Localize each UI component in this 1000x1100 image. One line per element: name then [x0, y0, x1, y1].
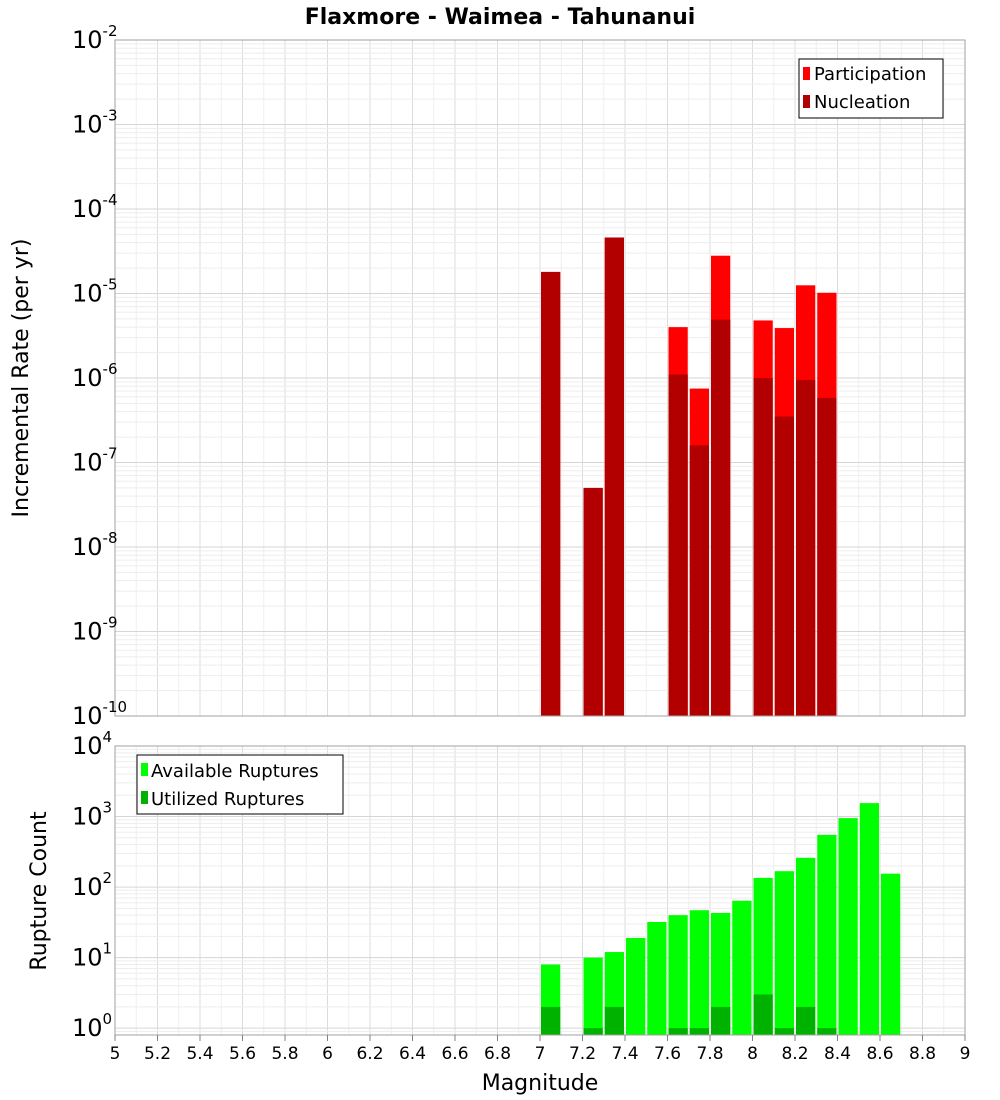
bottom-y-tick-label: 103 — [72, 799, 112, 831]
top-plot-border — [114, 39, 966, 717]
top-y-tick-label: 10-8 — [72, 529, 118, 561]
legend-participation-label: Participation — [814, 64, 926, 85]
legend-available-swatch — [141, 763, 148, 776]
bar-available-ruptures — [838, 818, 858, 1035]
bar-nucleation — [668, 374, 688, 716]
top-y-ticks: 10-10 10-9 10-8 10-7 10-6 10-5 10-4 10-3 10-2 — [72, 22, 127, 730]
x-tick-label: 6.8 — [484, 1044, 511, 1064]
top-y-tick-label: 10-9 — [72, 614, 118, 646]
top-y-tick-label: 10-3 — [72, 107, 118, 139]
top-legend: Participation Nucleation — [798, 58, 944, 119]
x-tick-label: 8.2 — [781, 1044, 808, 1064]
bottom-y-tick-label: 100 — [72, 1010, 112, 1042]
x-tick-label: 8.8 — [909, 1044, 936, 1064]
top-y-tick-label: 10-4 — [72, 191, 118, 223]
bottom-legend-box — [136, 754, 344, 815]
bar-nucleation — [796, 379, 816, 716]
bar-utilized-ruptures — [796, 1006, 816, 1035]
bar-available-ruptures — [668, 915, 688, 1035]
x-tick-label: 5.4 — [186, 1044, 213, 1064]
bar-nucleation — [604, 237, 624, 717]
top-y-tick-label: 10-5 — [72, 276, 118, 308]
bar-utilized-ruptures — [668, 1028, 688, 1035]
x-tick-label: 5.6 — [229, 1044, 256, 1064]
bottom-y-tick-label: 104 — [72, 728, 112, 760]
x-tick-label: 6 — [322, 1044, 333, 1064]
x-tick-label: 7 — [535, 1044, 546, 1064]
top-grid — [114, 39, 966, 717]
x-tick-label: 6.6 — [441, 1044, 468, 1064]
bottom-y-tick-label: 101 — [72, 940, 112, 972]
bar-utilized-ruptures — [753, 994, 773, 1035]
bar-nucleation — [711, 319, 731, 716]
bar-utilized-ruptures — [541, 1006, 561, 1035]
x-tick-label: 7.8 — [696, 1044, 723, 1064]
bar-utilized-ruptures — [583, 1028, 603, 1035]
bar-nucleation — [817, 397, 837, 716]
bar-utilized-ruptures — [689, 1028, 709, 1035]
top-y-tick-label: 10-10 — [72, 698, 127, 730]
bottom-panel: 100 101 102 103 104 5 5.2 5.4 5.6 5.8 6 6.2 6.4 6.6 6… — [27, 728, 970, 1096]
top-y-tick-label: 10-7 — [72, 445, 118, 477]
x-tick-label: 8.6 — [866, 1044, 893, 1064]
bar-available-ruptures — [689, 910, 709, 1035]
top-bars — [541, 237, 837, 717]
bar-available-ruptures — [626, 937, 646, 1035]
top-y-tick-label: 10-6 — [72, 360, 118, 392]
x-tick-label: 8.4 — [824, 1044, 851, 1064]
bar-available-ruptures — [859, 803, 879, 1035]
bottom-y-ticks: 100 101 102 103 104 — [72, 728, 112, 1042]
bar-available-ruptures — [583, 957, 603, 1035]
legend-utilized-label: Utilized Ruptures — [151, 789, 304, 810]
top-y-tick-label: 10-2 — [72, 22, 118, 54]
x-tick-label: 8 — [747, 1044, 758, 1064]
bottom-bars — [541, 803, 901, 1035]
bar-nucleation — [753, 378, 773, 716]
x-tick-label: 9 — [960, 1044, 971, 1064]
x-tick-label: 6.4 — [399, 1044, 426, 1064]
bar-available-ruptures — [796, 857, 816, 1035]
x-tick-label: 7.4 — [611, 1044, 638, 1064]
bar-utilized-ruptures — [604, 1006, 624, 1035]
chart-title: Flaxmore - Waimea - Tahunanui — [305, 5, 696, 30]
bottom-legend: Available Ruptures Utilized Ruptures — [136, 754, 344, 815]
bottom-y-axis-label: Rupture Count — [27, 811, 52, 971]
bar-available-ruptures — [881, 873, 901, 1035]
legend-available-label: Available Ruptures — [151, 761, 319, 782]
top-legend-box — [798, 58, 944, 119]
x-tick-label: 5.8 — [271, 1044, 298, 1064]
bar-nucleation — [689, 445, 709, 716]
bar-utilized-ruptures — [711, 1006, 731, 1035]
bar-available-ruptures — [732, 900, 752, 1035]
bar-nucleation — [583, 487, 603, 716]
bar-available-ruptures — [711, 912, 731, 1035]
bar-utilized-ruptures — [774, 1028, 794, 1035]
bar-available-ruptures — [774, 871, 794, 1035]
bar-available-ruptures — [647, 921, 667, 1035]
bar-utilized-ruptures — [817, 1028, 837, 1035]
legend-participation-swatch — [803, 67, 810, 80]
top-panel: 10-10 10-9 10-8 10-7 10-6 10-5 10-4 10-3 10-2 In… — [9, 22, 966, 730]
x-tick-label: 6.2 — [356, 1044, 383, 1064]
x-axis-label: Magnitude — [482, 1071, 599, 1096]
x-tick-label: 5.2 — [144, 1044, 171, 1064]
x-tick-label: 7.6 — [654, 1044, 681, 1064]
legend-utilized-swatch — [141, 791, 148, 804]
top-y-axis-label: Incremental Rate (per yr) — [9, 239, 34, 518]
legend-nucleation-label: Nucleation — [814, 92, 910, 113]
bottom-x-ticks: 5 5.2 5.4 5.6 5.8 6 6.2 6.4 6.6 6.8 7 7.2 7.4 7.6 7.8 8… — [110, 1035, 971, 1064]
legend-nucleation-swatch — [803, 95, 810, 108]
x-tick-label: 5 — [110, 1044, 121, 1064]
bar-nucleation — [774, 416, 794, 716]
bar-available-ruptures — [817, 834, 837, 1035]
bottom-y-tick-label: 102 — [72, 869, 112, 901]
bar-nucleation — [541, 271, 561, 716]
x-tick-label: 7.2 — [569, 1044, 596, 1064]
